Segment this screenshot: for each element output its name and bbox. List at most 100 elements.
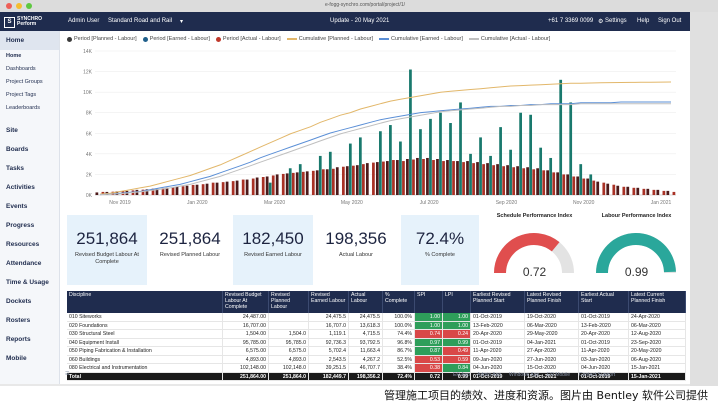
kpi-row: 251,864 Revised Budget Labour At Complet… [67, 211, 687, 289]
sidebar-item-boards[interactable]: Boards [6, 146, 29, 153]
maximize-window-icon[interactable] [26, 3, 32, 9]
footer-link[interactable]: Contact Support [579, 372, 616, 378]
column-header[interactable]: Latest Revised Planned Finish [525, 291, 579, 313]
sidebar-sub-dashboards[interactable]: Dashboards [6, 66, 36, 72]
sidebar-sub-leaderboards[interactable]: Leaderboards [6, 105, 40, 111]
table-row[interactable]: 080 Electrical and Instrumentation 102,14… [67, 364, 686, 373]
table-row[interactable]: 020 Foundations 16,707.00 16,707.0 13,618.3… [67, 321, 686, 330]
menu-icon[interactable]: ☰ [65, 371, 70, 377]
sidebar-sub-home[interactable]: Home [6, 53, 22, 59]
chevron-down-icon[interactable]: ▾ [180, 19, 184, 25]
footer-link[interactable]: Windows App [509, 372, 540, 378]
table-cell: 92,736.3 [309, 338, 349, 346]
bar-period-planned-labour- [295, 172, 299, 195]
table-cell: 96.8% [383, 338, 415, 346]
table-row[interactable]: 050 Piping Fabrication & Installation 6,5… [67, 347, 686, 356]
sidebar-item-time-usage[interactable]: Time & Usage [6, 279, 49, 286]
sidebar-item-progress[interactable]: Progress [6, 222, 35, 229]
legend-item[interactable]: Cumulative [Earned - Labour] [379, 36, 463, 42]
legend-item[interactable]: Period [Actual - Labour] [215, 36, 281, 42]
sidebar-sub-project-tags[interactable]: Project Tags [6, 92, 37, 98]
settings-link[interactable]: Settings [605, 18, 627, 24]
table-cell: 01-Oct-2019 [579, 372, 629, 380]
table-cell: 0.99 [443, 338, 471, 346]
table-cell: 2,543.5 [309, 355, 349, 363]
sidebar-item-tasks[interactable]: Tasks [6, 165, 24, 172]
x-tick-label: Sep 2020 [496, 200, 518, 206]
column-header[interactable]: Revised Planned Labour [269, 291, 309, 313]
kpi-value: 72.4% [415, 229, 465, 248]
column-header[interactable]: Earliest Revised Planned Start [471, 291, 525, 313]
column-header[interactable]: SPI [415, 291, 443, 313]
sidebar-sub-project-groups[interactable]: Project Groups [6, 79, 43, 85]
bar-period-planned-labour- [355, 165, 359, 195]
sidebar-item-events[interactable]: Events [6, 203, 28, 210]
table-cell: 060 Buildings [67, 355, 223, 363]
table-cell: 0.97 [415, 338, 443, 346]
bar-period-planned-labour- [476, 162, 479, 195]
kpi-earned-labour: 182,450 Revised Earned Labour [233, 215, 313, 285]
footer-link[interactable]: ER App [453, 372, 470, 378]
bar-period-earned-labour- [489, 155, 492, 195]
bar-period-earned-labour- [469, 153, 472, 195]
sidebar-item-rosters[interactable]: Rosters [6, 317, 31, 324]
bar-period-planned-labour- [536, 168, 539, 195]
bar-period-planned-labour- [486, 163, 489, 195]
footer-link[interactable]: ER Mobile [547, 372, 571, 378]
column-header[interactable]: Revised Budget Labour At Complete [223, 291, 269, 313]
column-header[interactable]: Actual Labour [349, 291, 383, 313]
sidebar-item-activities[interactable]: Activities [6, 184, 35, 191]
minimize-window-icon[interactable] [16, 3, 22, 9]
sidebar-item-reports[interactable]: Reports [6, 336, 31, 343]
table-cell: 11-Apr-2020 [579, 347, 629, 355]
sidebar-item-resources[interactable]: Resources [6, 241, 40, 248]
column-header[interactable]: % Complete [383, 291, 415, 313]
footer-link[interactable]: Admin App [477, 372, 502, 378]
table-total-row[interactable]: Total 251,864.00 251,864.0 182,449.7 198,356… [67, 372, 686, 381]
column-header[interactable]: Earliest Actual Start [579, 291, 629, 313]
synchro-logo[interactable]: S SYNCHRO Perform [4, 15, 48, 29]
bar-period-planned-labour- [215, 182, 219, 195]
legend-item[interactable]: Cumulative [Planned - Labour] [286, 36, 373, 42]
bar-period-earned-labour- [529, 114, 533, 195]
table-row[interactable]: 040 Equipment Install 95,785.00 95,785.0 92… [67, 338, 686, 347]
user-menu[interactable]: Admin User [68, 18, 100, 24]
bar-period-planned-labour- [626, 186, 630, 195]
update-selector[interactable]: Update - 20 May 2021 [330, 18, 390, 24]
sidebar-item-dockets[interactable]: Dockets [6, 298, 32, 305]
column-header[interactable]: Revised Earned Labour [309, 291, 349, 313]
project-selector[interactable]: Standard Road and Rail [108, 18, 173, 24]
help-link[interactable]: Help [637, 18, 650, 24]
table-cell: 050 Piping Fabrication & Installation [67, 347, 223, 355]
column-header[interactable]: Latest Current Planned Finish [629, 291, 686, 313]
sidebar-item-site[interactable]: Site [6, 127, 18, 134]
sign-out-link[interactable]: Sign Out [658, 18, 682, 24]
sidebar-item-mobile[interactable]: Mobile [6, 355, 27, 362]
chart-legend: Period [Planned - Labour] Period [Earned … [67, 34, 687, 44]
sidebar-item-attendance[interactable]: Attendance [6, 260, 42, 267]
close-window-icon[interactable] [6, 3, 12, 9]
legend-label: Cumulative [Earned - Labour] [391, 36, 463, 42]
column-header[interactable]: LPI [443, 291, 471, 313]
table-cell: 01-Oct-2019 [471, 313, 525, 321]
legend-item[interactable]: Cumulative [Actual - Labour] [468, 36, 550, 42]
bar-period-earned-labour- [549, 157, 553, 195]
table-cell: 040 Equipment Install [67, 338, 223, 346]
bar-period-earned-labour- [579, 164, 583, 195]
table-row[interactable]: 030 Structural Steel 1,504.00 1,504.0 1,119… [67, 330, 686, 339]
table-cell: 24,475.5 [349, 313, 383, 321]
address-bar[interactable]: e-fogg-synchro.com/portal/project/1/ [324, 2, 406, 8]
legend-item[interactable]: Period [Planned - Labour] [67, 36, 137, 42]
table-row[interactable]: 010 Siteworks 24,487.00 24,475.5 24,475.5 10… [67, 313, 686, 322]
y-tick-label: 14K [83, 49, 93, 55]
bar-period-planned-labour- [656, 189, 660, 195]
x-tick-label: Jan 2021 [651, 200, 672, 206]
table-cell: 95,785.0 [269, 338, 309, 346]
gear-icon[interactable]: ⚙ [598, 19, 604, 25]
window-scrollbar[interactable] [690, 12, 718, 386]
legend-swatch [215, 36, 221, 42]
table-row[interactable]: 060 Buildings 4,893.00 4,893.0 2,543.5 4,267… [67, 355, 686, 364]
column-header[interactable]: Discipline [67, 291, 223, 313]
legend-item[interactable]: Period [Earned - Labour] [142, 36, 210, 42]
sidebar-item-home[interactable]: Home [0, 31, 59, 50]
